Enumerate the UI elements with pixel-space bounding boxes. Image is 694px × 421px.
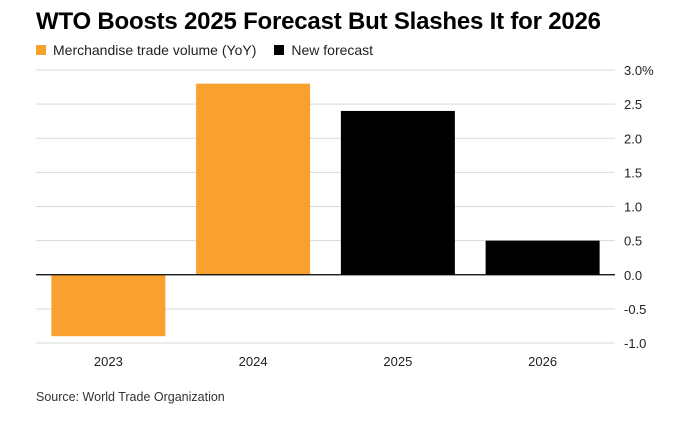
chart-title: WTO Boosts 2025 Forecast But Slashes It … <box>36 8 601 35</box>
legend-swatch-new-forecast <box>274 45 285 55</box>
legend: Merchandise trade volume (YoY) New forec… <box>36 42 391 58</box>
source-note: Source: World Trade Organization <box>36 390 225 404</box>
legend-label-merchandise: Merchandise trade volume (YoY) <box>53 42 257 58</box>
y-tick-label: 0.0 <box>624 268 642 283</box>
legend-swatch-merchandise <box>36 45 46 55</box>
y-tick-label: -0.5 <box>624 302 646 317</box>
legend-label-new-forecast: New forecast <box>291 42 374 58</box>
legend-item-merchandise: Merchandise trade volume (YoY) <box>36 42 256 58</box>
y-tick-label: 2.0 <box>624 131 642 146</box>
y-tick-label: 1.0 <box>624 200 642 215</box>
bar-2026 <box>485 240 600 275</box>
bar-2024 <box>196 83 311 275</box>
bar-2023 <box>51 274 166 337</box>
y-tick-label: 3.0% <box>624 63 654 78</box>
y-tick-label: 2.5 <box>624 97 642 112</box>
bar-2025 <box>340 110 455 275</box>
x-tick-label: 2026 <box>528 354 557 369</box>
y-tick-label: 1.5 <box>624 165 642 180</box>
x-tick-label: 2025 <box>383 354 412 369</box>
legend-item-new-forecast: New forecast <box>274 42 373 58</box>
x-tick-label: 2024 <box>239 354 268 369</box>
y-tick-label: 0.5 <box>624 234 642 249</box>
x-tick-label: 2023 <box>94 354 123 369</box>
y-tick-label: -1.0 <box>624 336 646 351</box>
